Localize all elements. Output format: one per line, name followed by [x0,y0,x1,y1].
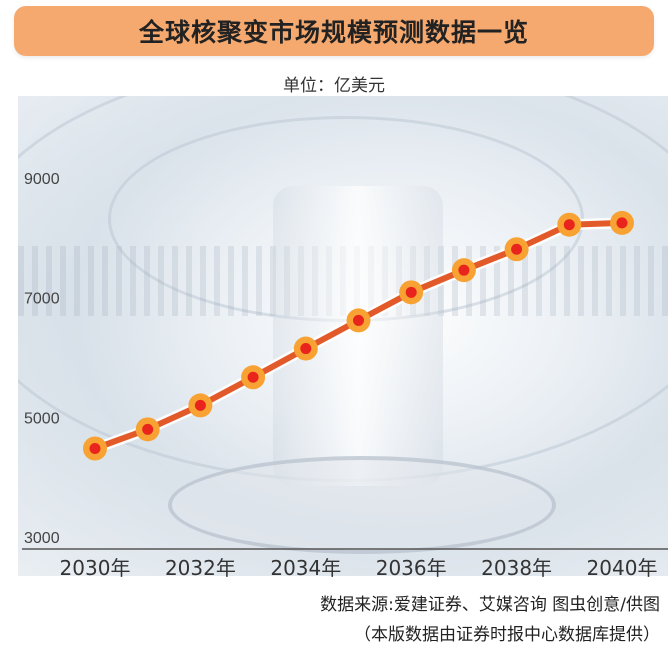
series-line [92,219,625,452]
x-tick-label: 2040年 [587,556,658,580]
data-point [458,264,470,276]
y-tick-label: 7000 [24,291,60,308]
background-base [168,456,556,554]
plot-background [18,96,668,576]
data-provider: （本版数据由证券时报中心数据库提供） [354,625,660,645]
x-tick-label: 2036年 [376,556,447,580]
data-point [616,217,628,229]
data-point [89,442,101,454]
background-column [273,186,443,486]
y-tick-label: 5000 [24,410,60,427]
data-point [511,243,523,255]
title-banner: 全球核聚变市场规模预测数据一览 [14,6,654,56]
x-tick-label: 2034年 [270,556,341,580]
data-point [563,219,575,231]
x-tick-label: 2032年 [165,556,236,580]
data-point [247,371,259,383]
y-tick-label: 9000 [24,171,60,188]
data-point [194,399,206,411]
data-point [142,423,154,435]
data-point [405,286,417,298]
data-point [353,314,364,326]
chart-title: 全球核聚变市场规模预测数据一览 [138,18,529,47]
data-point [300,343,312,355]
x-tick-label: 2030年 [60,556,131,580]
x-tick-label: 2038年 [481,556,552,580]
data-source: 数据来源:爱建证券、艾媒咨询 图虫创意/供图 [320,595,660,615]
unit-label: 单位：亿美元 [283,76,385,96]
y-tick-label: 3000 [24,530,60,547]
